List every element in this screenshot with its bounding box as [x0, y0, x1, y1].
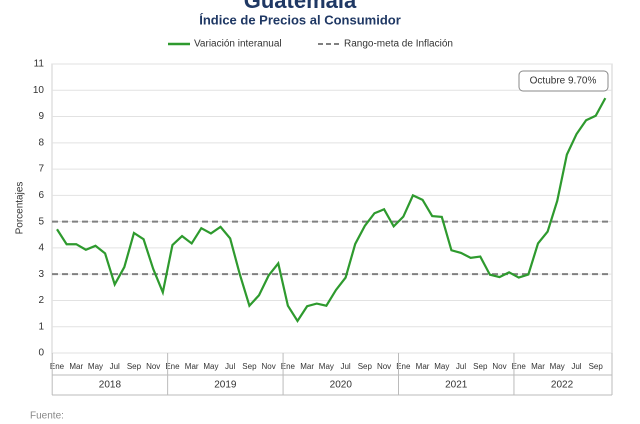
x-tick-label: May: [319, 362, 334, 371]
x-tick-label: Mar: [416, 362, 430, 371]
year-label: 2022: [551, 380, 574, 391]
x-tick-label: May: [203, 362, 218, 371]
y-tick-label: 7: [38, 164, 44, 175]
x-tick-label: Mar: [300, 362, 314, 371]
x-tick-label: Mar: [185, 362, 199, 371]
x-tick-label: Nov: [146, 362, 160, 371]
x-tick-label: Sep: [473, 362, 488, 371]
footer: Fuente:: [30, 411, 64, 422]
x-tick-label: Ene: [396, 362, 411, 371]
y-axis-label: Porcentajes: [15, 182, 26, 235]
x-tick-label: Jul: [110, 362, 120, 371]
legend-label: Rango-meta de Inflación: [344, 39, 453, 50]
y-tick-label: 0: [38, 348, 44, 359]
plot-frame: [51, 63, 613, 354]
x-tick-label: May: [434, 362, 449, 371]
year-label: 2019: [214, 380, 237, 391]
x-tick-label: Sep: [589, 362, 604, 371]
year-label: 2020: [330, 380, 353, 391]
x-tick-label: Nov: [492, 362, 506, 371]
y-tick-label: 10: [33, 85, 45, 96]
y-tick-label: 11: [34, 59, 45, 70]
x-tick-label: Nov: [262, 362, 276, 371]
series-line: [56, 97, 607, 323]
x-tick-label: Mar: [531, 362, 545, 371]
y-tick-label: 9: [38, 111, 44, 122]
year-label: 2021: [445, 380, 468, 391]
annotation-box: [518, 70, 609, 92]
legend-label: Variación interanual: [194, 39, 282, 50]
chart-title: Guatemala: [244, 0, 357, 13]
x-tick-label: May: [550, 362, 565, 371]
x-tick-label: Ene: [165, 362, 180, 371]
x-tick-label: Jul: [571, 362, 581, 371]
x-tick-label: Ene: [281, 362, 296, 371]
x-tick-label: Jul: [456, 362, 466, 371]
x-tick-label: Sep: [358, 362, 373, 371]
x-tick-label: Jul: [225, 362, 235, 371]
year-label: 2018: [99, 380, 122, 391]
chart-subtitle: Índice de Precios al Consumidor: [199, 12, 401, 27]
y-tick-label: 5: [38, 216, 44, 227]
x-tick-label: Nov: [377, 362, 391, 371]
y-tick-label: 2: [38, 295, 44, 306]
x-tick-label: Sep: [127, 362, 142, 371]
y-tick-label: 3: [38, 269, 44, 280]
x-tick-label: Ene: [50, 362, 65, 371]
x-tick-label: Jul: [340, 362, 350, 371]
x-tick-label: Ene: [512, 362, 527, 371]
y-tick-label: 4: [38, 243, 44, 254]
x-tick-label: May: [88, 362, 103, 371]
x-tick-label: Mar: [69, 362, 83, 371]
annotation: Octubre 9.70%: [530, 76, 597, 87]
y-tick-label: 6: [38, 190, 44, 201]
x-tick-label: Sep: [242, 362, 257, 371]
y-tick-label: 8: [38, 137, 44, 148]
y-tick-label: 1: [38, 321, 44, 332]
